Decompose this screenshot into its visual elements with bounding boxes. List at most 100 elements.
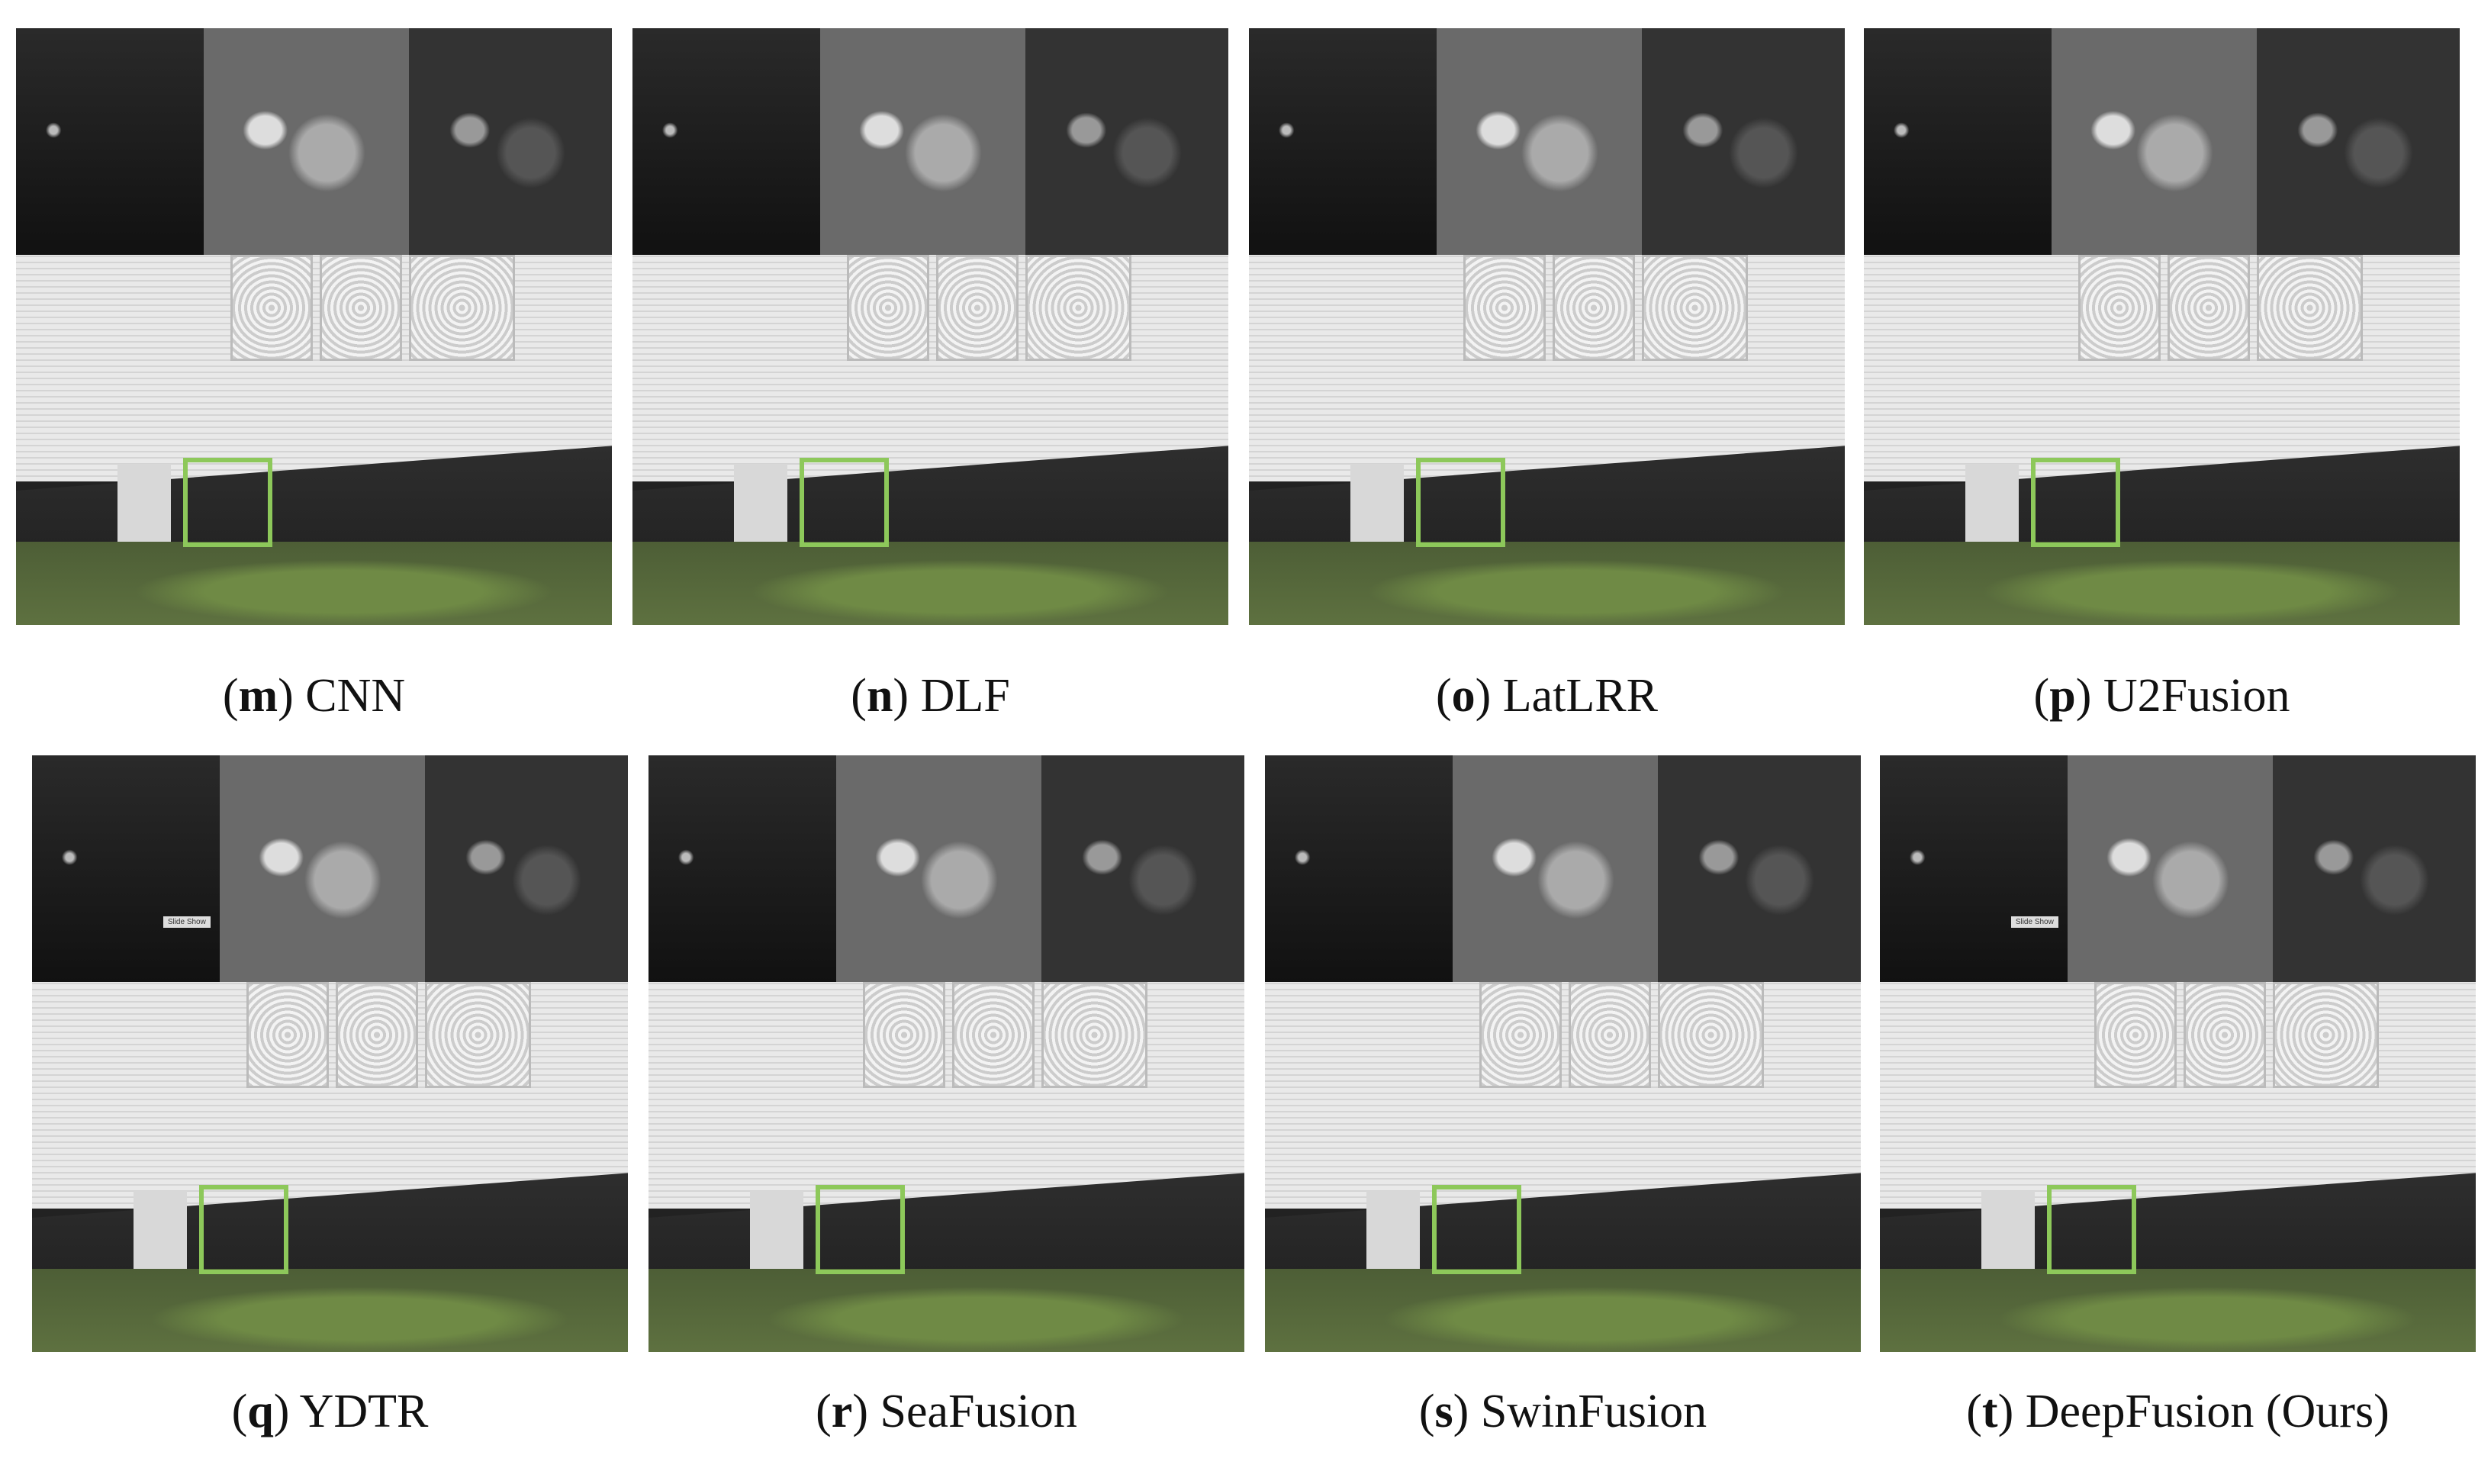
box bbox=[198, 1185, 288, 1275]
air-conditioner bbox=[863, 982, 945, 1089]
air-conditioner bbox=[1569, 982, 1651, 1089]
ins-l bbox=[648, 755, 836, 983]
bracket: ( bbox=[231, 1386, 248, 1437]
air-conditioner bbox=[230, 255, 313, 362]
air-conditioner bbox=[2168, 255, 2250, 362]
ins-l bbox=[32, 755, 220, 983]
caption: (t) DeepFusion (Ours) bbox=[1880, 1385, 2476, 1439]
air-conditioner bbox=[246, 982, 329, 1089]
image-panel bbox=[16, 28, 612, 625]
method-name: DeepFusion (Ours) bbox=[2025, 1386, 2390, 1437]
air-conditioner bbox=[1479, 982, 1562, 1089]
bldg bbox=[1880, 982, 2476, 1209]
bracket: ) bbox=[893, 670, 909, 722]
ins-r bbox=[1642, 28, 1845, 256]
ins-m bbox=[1437, 28, 1643, 256]
bracket: ) bbox=[1453, 1386, 1469, 1437]
ins-l bbox=[1880, 755, 2068, 983]
ins-m bbox=[220, 755, 426, 983]
method-name: SeaFusion bbox=[880, 1386, 1077, 1437]
caption: (s) SwinFusion bbox=[1265, 1385, 1861, 1439]
air-conditioner bbox=[1642, 255, 1749, 362]
caption: (r) SeaFusion bbox=[648, 1385, 1244, 1439]
bracket: ( bbox=[816, 1386, 832, 1437]
air-conditioner bbox=[2257, 255, 2364, 362]
air-conditioner bbox=[2184, 982, 2266, 1089]
panel-letter: n bbox=[866, 670, 893, 722]
overlay-label: Slide Show bbox=[2010, 916, 2058, 929]
green bbox=[1864, 541, 2460, 625]
image-panel: Slide Show bbox=[32, 755, 628, 1352]
green bbox=[16, 541, 612, 625]
bracket: ) bbox=[2075, 670, 2092, 722]
panel-letter: s bbox=[1434, 1386, 1453, 1437]
method-name: YDTR bbox=[299, 1386, 429, 1437]
panel-letter: r bbox=[831, 1386, 853, 1437]
box bbox=[1415, 458, 1505, 548]
box bbox=[182, 458, 272, 548]
air-conditioner bbox=[2078, 255, 2161, 362]
panel-letter: o bbox=[1451, 670, 1476, 722]
air-conditioner bbox=[409, 255, 516, 362]
method-name: U2Fusion bbox=[2103, 670, 2290, 722]
image-panel bbox=[648, 755, 1244, 1352]
panel-letter: m bbox=[238, 670, 278, 722]
bracket: ) bbox=[1475, 670, 1492, 722]
method-name: CNN bbox=[305, 670, 406, 722]
bracket: ( bbox=[1966, 1386, 1982, 1437]
caption: (n) DLF bbox=[632, 669, 1228, 723]
method-name: DLF bbox=[920, 670, 1010, 722]
method-name: LatLRR bbox=[1502, 670, 1658, 722]
overlay-label: Slide Show bbox=[163, 916, 211, 929]
ins-r bbox=[2257, 28, 2460, 256]
ins-r bbox=[425, 755, 628, 983]
caption: (p) U2Fusion bbox=[1864, 669, 2460, 723]
bracket: ( bbox=[1435, 670, 1452, 722]
bracket: ) bbox=[852, 1386, 868, 1437]
air-conditioner bbox=[2273, 982, 2380, 1089]
caption: (o) LatLRR bbox=[1249, 669, 1845, 723]
method-name: SwinFusion bbox=[1480, 1386, 1707, 1437]
green bbox=[632, 541, 1228, 625]
ins-r bbox=[2273, 755, 2476, 983]
air-conditioner bbox=[952, 982, 1035, 1089]
ins-m bbox=[204, 28, 410, 256]
ins-l bbox=[16, 28, 204, 256]
ins-m bbox=[2052, 28, 2258, 256]
box bbox=[815, 1185, 905, 1275]
panel-letter: q bbox=[247, 1386, 274, 1437]
air-conditioner bbox=[336, 982, 418, 1089]
panel-letter: t bbox=[1981, 1386, 1998, 1437]
green bbox=[1880, 1268, 2476, 1352]
air-conditioner bbox=[1041, 982, 1148, 1089]
ins-l bbox=[1864, 28, 2052, 256]
ins-r bbox=[1041, 755, 1244, 983]
image-panel bbox=[1265, 755, 1861, 1352]
bracket: ( bbox=[2033, 670, 2050, 722]
ins-l bbox=[1249, 28, 1437, 256]
bracket: ) bbox=[273, 1386, 290, 1437]
box bbox=[799, 458, 889, 548]
green bbox=[32, 1268, 628, 1352]
ins-r bbox=[1025, 28, 1228, 256]
green bbox=[648, 1268, 1244, 1352]
bldg bbox=[1249, 255, 1845, 482]
ins-m bbox=[2068, 755, 2274, 983]
image-panel bbox=[1864, 28, 2460, 625]
bracket: ( bbox=[851, 670, 867, 722]
air-conditioner bbox=[1553, 255, 1635, 362]
ins-m bbox=[836, 755, 1042, 983]
bldg bbox=[1265, 982, 1861, 1209]
bracket: ) bbox=[1997, 1386, 2014, 1437]
air-conditioner bbox=[2094, 982, 2177, 1089]
ins-l bbox=[1265, 755, 1453, 983]
bldg bbox=[1864, 255, 2460, 482]
box bbox=[2046, 1185, 2136, 1275]
air-conditioner bbox=[847, 255, 929, 362]
ins-r bbox=[409, 28, 612, 256]
green bbox=[1249, 541, 1845, 625]
ins-m bbox=[1453, 755, 1659, 983]
air-conditioner bbox=[1463, 255, 1546, 362]
bldg bbox=[32, 982, 628, 1209]
